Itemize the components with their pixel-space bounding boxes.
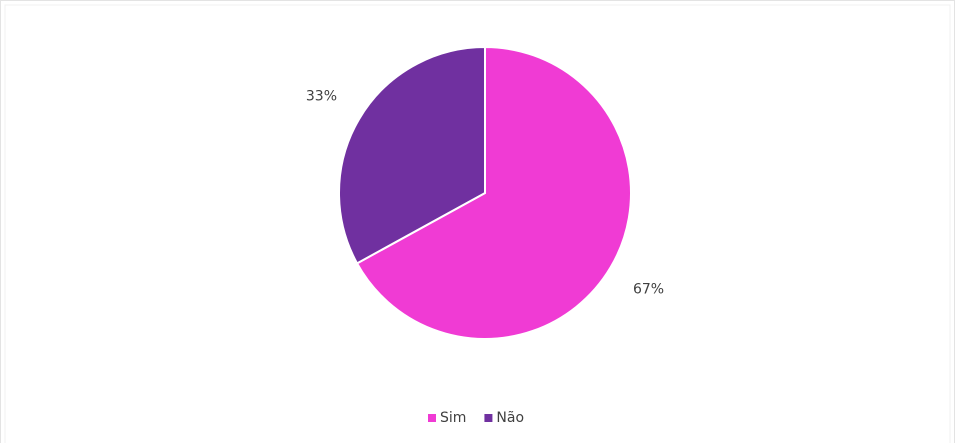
pie-slice: [338, 45, 486, 265]
legend-swatch: [428, 414, 436, 422]
legend-label: Não: [496, 410, 524, 426]
data-label: 67%: [633, 282, 664, 298]
data-label: 33%: [306, 88, 337, 104]
legend-swatch: [484, 414, 493, 422]
legend-label: Sim: [440, 410, 466, 426]
pie-slice: [355, 45, 632, 340]
